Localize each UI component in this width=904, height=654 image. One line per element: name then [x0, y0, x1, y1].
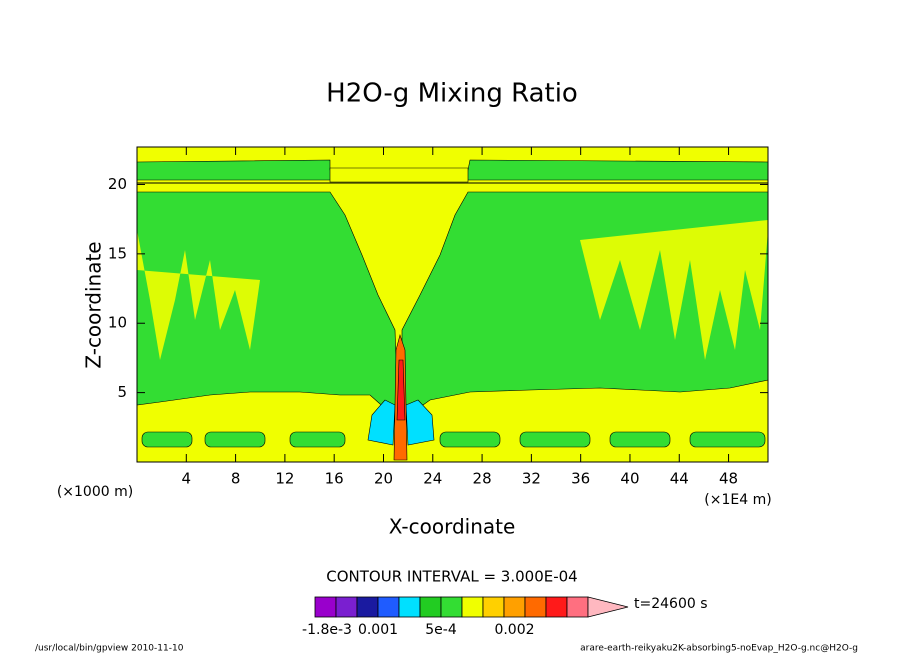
contour-region — [141, 431, 193, 448]
contour-region — [329, 167, 469, 183]
x-tick-label: 8 — [231, 470, 241, 488]
x-tick-label: 32 — [522, 470, 541, 488]
x-tick-label: 48 — [719, 470, 738, 488]
contour-region — [396, 359, 406, 421]
colorbar-box — [461, 596, 484, 618]
colorbar-label: 5e-4 — [425, 622, 457, 638]
y-tick-label: 10 — [108, 314, 127, 332]
x-axis-label: X-coordinate — [389, 515, 516, 539]
x-tick-label: 4 — [182, 470, 192, 488]
contour-interval: CONTOUR INTERVAL = 3.000E-04 — [326, 568, 577, 586]
colorbar-box — [419, 596, 442, 618]
contour-region — [136, 191, 399, 421]
colorbar-end — [587, 596, 629, 618]
colorbar-box — [482, 596, 505, 618]
contour-region — [580, 220, 768, 360]
footer-left: /usr/local/bin/gpview 2010-11-10 — [35, 644, 184, 654]
x-tick-label: 36 — [571, 470, 590, 488]
contour-region — [405, 399, 435, 446]
colorbar-label: -1.8e-3 — [302, 622, 352, 638]
contour-region — [519, 431, 591, 448]
colorbar-box — [503, 596, 526, 618]
x-tick-label: 12 — [275, 470, 294, 488]
x-tick-label: 20 — [374, 470, 393, 488]
colorbar-box — [524, 596, 547, 618]
x-tick-label: 44 — [670, 470, 689, 488]
contour-region — [439, 431, 501, 448]
colorbar-box — [398, 596, 421, 618]
y-axis-label: Z-coordinate — [82, 241, 106, 368]
contour-region — [137, 230, 260, 360]
y-tick-label: 20 — [108, 175, 127, 193]
y-tick-label: 15 — [108, 244, 127, 262]
colorbar-label: 0.002 — [494, 622, 534, 638]
x-unit-label: (×1E4 m) — [704, 492, 771, 508]
contour-region — [609, 431, 671, 448]
colorbar-box — [566, 596, 589, 618]
colorbar-box — [440, 596, 463, 618]
chart-title: H2O-g Mixing Ratio — [326, 79, 578, 109]
colorbar-box — [314, 596, 337, 618]
contour-region — [689, 431, 766, 448]
contour-field — [136, 146, 769, 463]
colorbar-box — [356, 596, 379, 618]
y-tick-label: 5 — [117, 383, 127, 401]
colorbar-box — [335, 596, 358, 618]
x-tick-label: 40 — [620, 470, 639, 488]
contour-region — [204, 431, 266, 448]
x-unit-label: (×1000 m) — [57, 484, 133, 500]
x-tick-label: 16 — [325, 470, 344, 488]
time-label: t=24600 s — [634, 596, 708, 612]
colorbar-box — [545, 596, 568, 618]
x-tick-label: 28 — [473, 470, 492, 488]
contour-region — [289, 431, 346, 448]
colorbar-label: 0.001 — [358, 622, 398, 638]
colorbar-box — [377, 596, 400, 618]
footer-right: arare-earth-reikyaku2K-absorbing5-noEvap… — [580, 644, 858, 654]
x-tick-label: 24 — [423, 470, 442, 488]
contour-region — [367, 399, 396, 446]
plot-frame — [136, 146, 769, 463]
